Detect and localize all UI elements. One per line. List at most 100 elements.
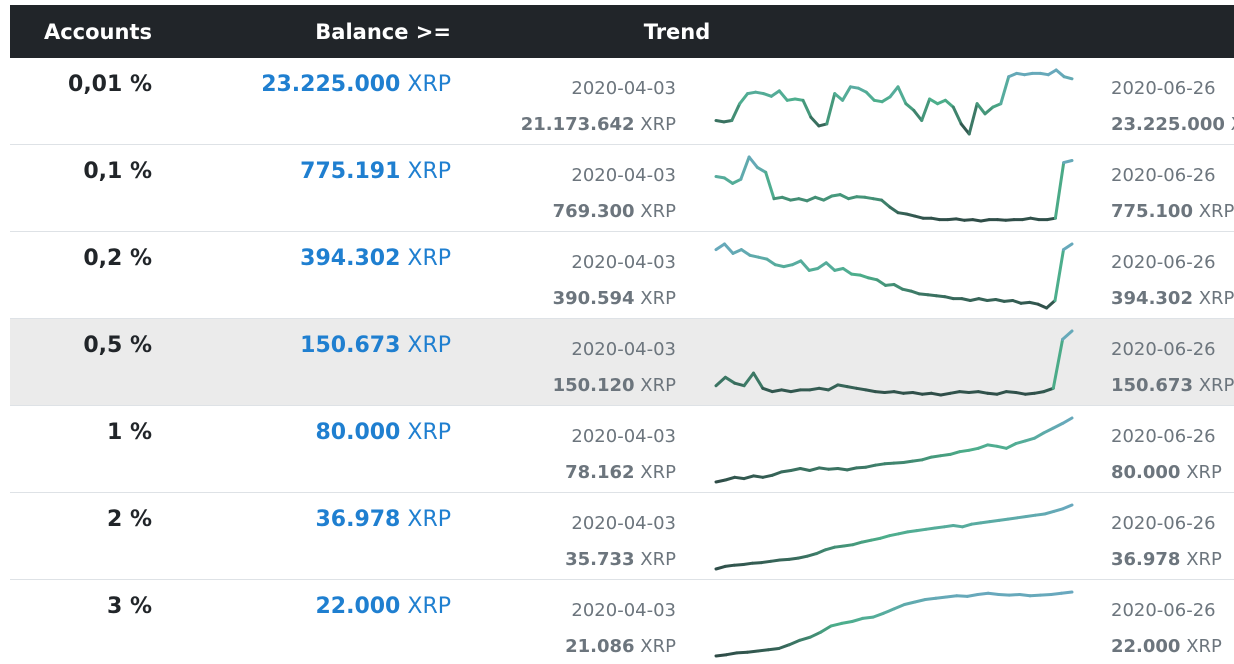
trend-segment: [913, 598, 927, 604]
trend-segment: [855, 386, 868, 392]
trend-segment: [967, 446, 980, 452]
trend-segment: [735, 650, 749, 655]
end-date: 2020-06-26: [1111, 513, 1216, 534]
balance-value: 80.000: [315, 420, 401, 445]
trend-segment: [976, 591, 990, 596]
trend-segment: [1061, 329, 1074, 341]
table-row[interactable]: 0,1 % 775.191 XRP 2020-04-03 769.300 XRP…: [10, 145, 1234, 232]
trend-segment: [983, 105, 995, 116]
accounts-column-header[interactable]: Accounts: [43, 19, 152, 44]
balance-value: 150.673: [300, 333, 401, 358]
trend-segment: [1045, 299, 1057, 310]
trend-segment: [864, 90, 876, 102]
trend-segment: [1028, 593, 1043, 598]
trend-segment: [1033, 431, 1046, 440]
trend-segment: [1024, 513, 1037, 518]
trend-segment: [730, 102, 742, 122]
trend-segment: [801, 98, 813, 119]
accounts-percent: 3 %: [106, 594, 152, 619]
trend-segment: [967, 102, 979, 136]
trend-segment: [883, 461, 896, 466]
trend-segment: [1033, 390, 1046, 395]
end-value-currency: XRP: [1186, 636, 1222, 657]
end-date: 2020-06-26: [1111, 252, 1216, 273]
trend-segment: [873, 462, 887, 467]
table-row[interactable]: 0,2 % 394.302 XRP 2020-04-03 390.594 XRP…: [10, 232, 1234, 319]
trend-segment: [986, 391, 999, 396]
trend-segment: [745, 649, 760, 654]
trend-segment: [988, 518, 1001, 524]
trend-segment: [1060, 590, 1074, 595]
trend-segment: [873, 390, 887, 394]
trend-segment: [840, 620, 854, 625]
trend-segment: [1062, 75, 1074, 81]
balance-threshold[interactable]: 80.000 XRP: [315, 420, 451, 445]
trend-segment: [809, 115, 821, 128]
trend-segment: [861, 615, 875, 620]
trend-segment: [976, 443, 990, 450]
table-row[interactable]: 0,5 % 150.673 XRP 2020-04-03 150.120 XRP…: [10, 319, 1234, 406]
trend-segment: [955, 594, 969, 598]
end-value-number: 394.302: [1111, 288, 1193, 309]
balance-currency: XRP: [407, 72, 451, 97]
balance-threshold[interactable]: 36.978 XRP: [315, 507, 451, 532]
balance-threshold[interactable]: 150.673 XRP: [300, 333, 451, 358]
balance-threshold[interactable]: 22.000 XRP: [315, 594, 451, 619]
end-value-number: 23.225.000: [1111, 114, 1225, 135]
balance-currency: XRP: [407, 159, 451, 184]
trend-segment: [836, 467, 849, 472]
end-value: 394.302 XRP: [1111, 288, 1234, 309]
trend-segment: [1004, 442, 1018, 450]
trend-segment: [855, 465, 868, 470]
trend-segment: [878, 534, 891, 540]
accounts-percent: 0,5 %: [83, 333, 152, 358]
trend-segment: [841, 267, 854, 276]
balance-currency: XRP: [407, 420, 451, 445]
trend-segment: [934, 595, 948, 600]
trend-segment: [845, 466, 858, 472]
table-row[interactable]: 2 % 36.978 XRP 2020-04-03 35.733 XRP 202…: [10, 493, 1234, 580]
trend-segment: [906, 529, 919, 534]
table-row[interactable]: 1 % 80.000 XRP 2020-04-03 78.162 XRP 202…: [10, 406, 1234, 493]
trend-segment: [833, 544, 846, 549]
trend-segment: [951, 105, 963, 126]
trend-segment: [860, 538, 873, 544]
trend-segment: [997, 517, 1010, 522]
trend-segment: [975, 102, 987, 116]
trend-segment: [851, 540, 864, 547]
trend-segment: [808, 466, 821, 472]
trend-segment: [739, 248, 752, 257]
trend-segment: [714, 653, 728, 658]
trend-segment: [723, 242, 735, 255]
table-row[interactable]: 3 % 22.000 XRP 2020-04-03 21.086 XRP 202…: [10, 580, 1234, 664]
balance-threshold[interactable]: 23.225.000 XRP: [261, 72, 451, 97]
trend-segment: [765, 257, 777, 267]
end-value: 775.100 XRP: [1111, 201, 1234, 222]
trend-segment: [1036, 302, 1049, 310]
trend-segment: [903, 600, 917, 606]
table-row[interactable]: 0,01 % 23.225.000 XRP 2020-04-03 21.173.…: [10, 58, 1234, 145]
start-value-number: 390.594: [552, 288, 635, 309]
trend-segment: [1052, 507, 1065, 513]
balance-value: 23.225.000: [261, 72, 401, 97]
trend-segment: [1042, 386, 1055, 394]
trend-segment: [1006, 516, 1019, 521]
balance-threshold[interactable]: 775.191 XRP: [300, 159, 451, 184]
trend-segment: [817, 466, 830, 471]
trend-segment: [838, 193, 850, 201]
trend-segment: [733, 381, 746, 388]
start-value-currency: XRP: [640, 201, 676, 222]
trend-segment: [1062, 242, 1074, 252]
trend-segment: [826, 467, 840, 471]
trend-sparkline: [714, 329, 1074, 397]
trend-segment: [986, 443, 999, 448]
start-value-currency: XRP: [640, 549, 676, 570]
start-value-number: 21.173.642: [520, 114, 635, 135]
start-value-currency: XRP: [640, 114, 676, 135]
trend-segment: [1015, 515, 1028, 520]
balance-column-header[interactable]: Balance >=: [315, 19, 451, 44]
balance-threshold[interactable]: 394.302 XRP: [300, 246, 451, 271]
start-value-currency: XRP: [640, 288, 676, 309]
trend-segment: [798, 635, 812, 642]
trend-segment: [738, 92, 750, 106]
